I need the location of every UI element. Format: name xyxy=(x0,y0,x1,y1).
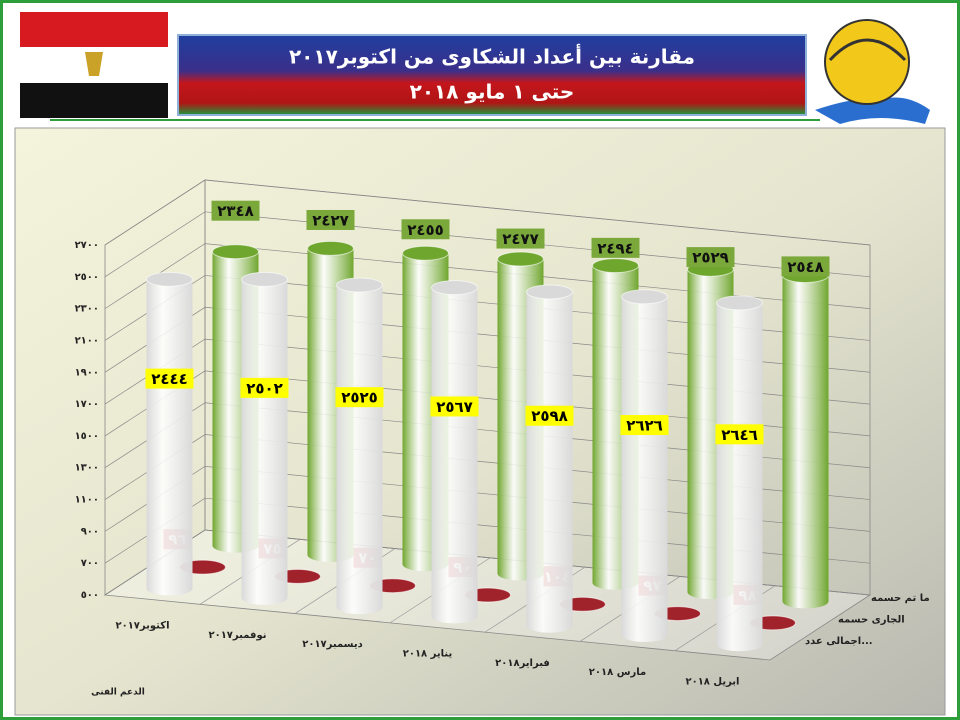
logo xyxy=(815,19,930,124)
value-label: ٢٥٢٩ xyxy=(692,249,729,267)
value-label: ٢٥٩٨ xyxy=(531,407,568,425)
value-label-box xyxy=(145,368,194,389)
value-label-box xyxy=(686,247,735,268)
value-label: ٢٤٩٤ xyxy=(597,239,634,257)
cylinder xyxy=(431,287,478,624)
legend-label: ما تم حسمه xyxy=(871,593,930,604)
y-tick-label: ١٥٠٠ xyxy=(75,431,99,442)
cylinder xyxy=(336,285,383,615)
y-tick-label: ٢٥٠٠ xyxy=(75,272,99,283)
cylinder xyxy=(526,291,573,633)
value-label: ٢٤٥٥ xyxy=(407,221,444,239)
grid-line xyxy=(104,243,871,309)
x-tick-label: نوفمبر٢٠١٧ xyxy=(208,630,266,641)
value-label: ٢٤٧٧ xyxy=(502,230,539,248)
cylinder-top xyxy=(431,280,478,296)
x-tick-label: ديسمبر٢٠١٧ xyxy=(302,639,363,650)
y-tick-label: ٧٠٠ xyxy=(81,558,99,569)
y-tick-label: ٢٧٠٠ xyxy=(75,240,99,251)
cylinder-top xyxy=(307,240,354,256)
y-tick-label: ٢٣٠٠ xyxy=(75,304,99,315)
y-tick-label: ٩٠٠ xyxy=(81,526,99,537)
value-label: ٢٦٢٦ xyxy=(626,417,663,435)
value-label: ٢٦٤٦ xyxy=(721,426,758,444)
value-label-box xyxy=(430,396,479,417)
value-label: ٢٤٤٤ xyxy=(151,370,188,388)
cylinder-top xyxy=(716,295,763,311)
y-tick-label: ١٩٠٠ xyxy=(75,367,99,378)
y-tick-label: ١١٠٠ xyxy=(75,495,99,506)
value-label: ٢٥٢٥ xyxy=(341,389,378,407)
cylinder-top xyxy=(146,271,193,287)
value-label: ٢٥٤٨ xyxy=(787,258,824,276)
grid-line xyxy=(104,211,871,278)
subtitle: حتى ١ مايو ٢٠١٨ xyxy=(410,80,575,104)
cylinder xyxy=(716,302,763,652)
cylinder-top xyxy=(241,271,288,287)
value-label-box xyxy=(306,209,355,230)
x-tick-label: فبراير٢٠١٨ xyxy=(495,658,550,669)
cylinder xyxy=(782,275,829,609)
cylinder-top xyxy=(621,289,668,305)
cylinder xyxy=(621,296,668,643)
value-label-box xyxy=(781,256,830,277)
y-tick-label: ١٣٠٠ xyxy=(75,463,99,474)
x-tick-label: يناير ٢٠١٨ xyxy=(403,649,453,660)
value-label-box xyxy=(211,200,260,221)
title: مقارنة بين أعداد الشكاوى من اكتوبر٢٠١٧ xyxy=(289,43,695,69)
y-tick-label: ١٧٠٠ xyxy=(75,399,99,410)
value-label-box xyxy=(620,415,669,436)
value-label: ٢٤٢٧ xyxy=(312,211,349,229)
cylinder-top xyxy=(212,244,259,260)
value-label-box xyxy=(335,387,384,408)
cylinder xyxy=(241,279,288,605)
y-tick-label: ٢١٠٠ xyxy=(75,335,99,346)
cylinder-top xyxy=(402,245,449,261)
x-tick-label: مارس ٢٠١٨ xyxy=(589,667,646,678)
value-label: ٢٣٤٨ xyxy=(217,202,254,220)
value-label: ٢٥٦٧ xyxy=(436,398,473,416)
value-label-box xyxy=(715,424,764,445)
cylinder-top xyxy=(592,258,639,274)
value-label-box xyxy=(525,405,574,426)
flag xyxy=(20,12,168,118)
value-label-box xyxy=(591,237,640,258)
footer: الدعم الفنى xyxy=(91,688,145,698)
x-tick-label: اكتوبر٢٠١٧ xyxy=(116,621,170,632)
legend-label: اجمالى عدد... xyxy=(805,636,873,647)
cylinder-top xyxy=(526,284,573,300)
cylinder-top xyxy=(497,251,544,267)
plot: ٥٠٠ ٧٠٠ ٩٠٠ ١١٠٠ ١٣٠٠ ١٥٠٠ ١٧٠٠ ١٩٠٠ ٢١٠٠ ٢٣٠٠ ٢٥٠… xyxy=(75,179,930,687)
cylinder-top xyxy=(336,277,383,293)
y-tick-label: ٥٠٠ xyxy=(81,590,99,601)
value-label-box xyxy=(496,228,545,249)
value-label: ٢٥٠٢ xyxy=(246,379,283,397)
x-tick-label: ابريل ٢٠١٨ xyxy=(686,676,740,687)
grid-line xyxy=(104,179,871,246)
value-label-box xyxy=(240,377,289,398)
legend-label: الجارى حسمه xyxy=(838,615,905,626)
title-box xyxy=(177,34,807,116)
cylinder xyxy=(146,279,193,596)
value-label-box xyxy=(401,219,450,240)
